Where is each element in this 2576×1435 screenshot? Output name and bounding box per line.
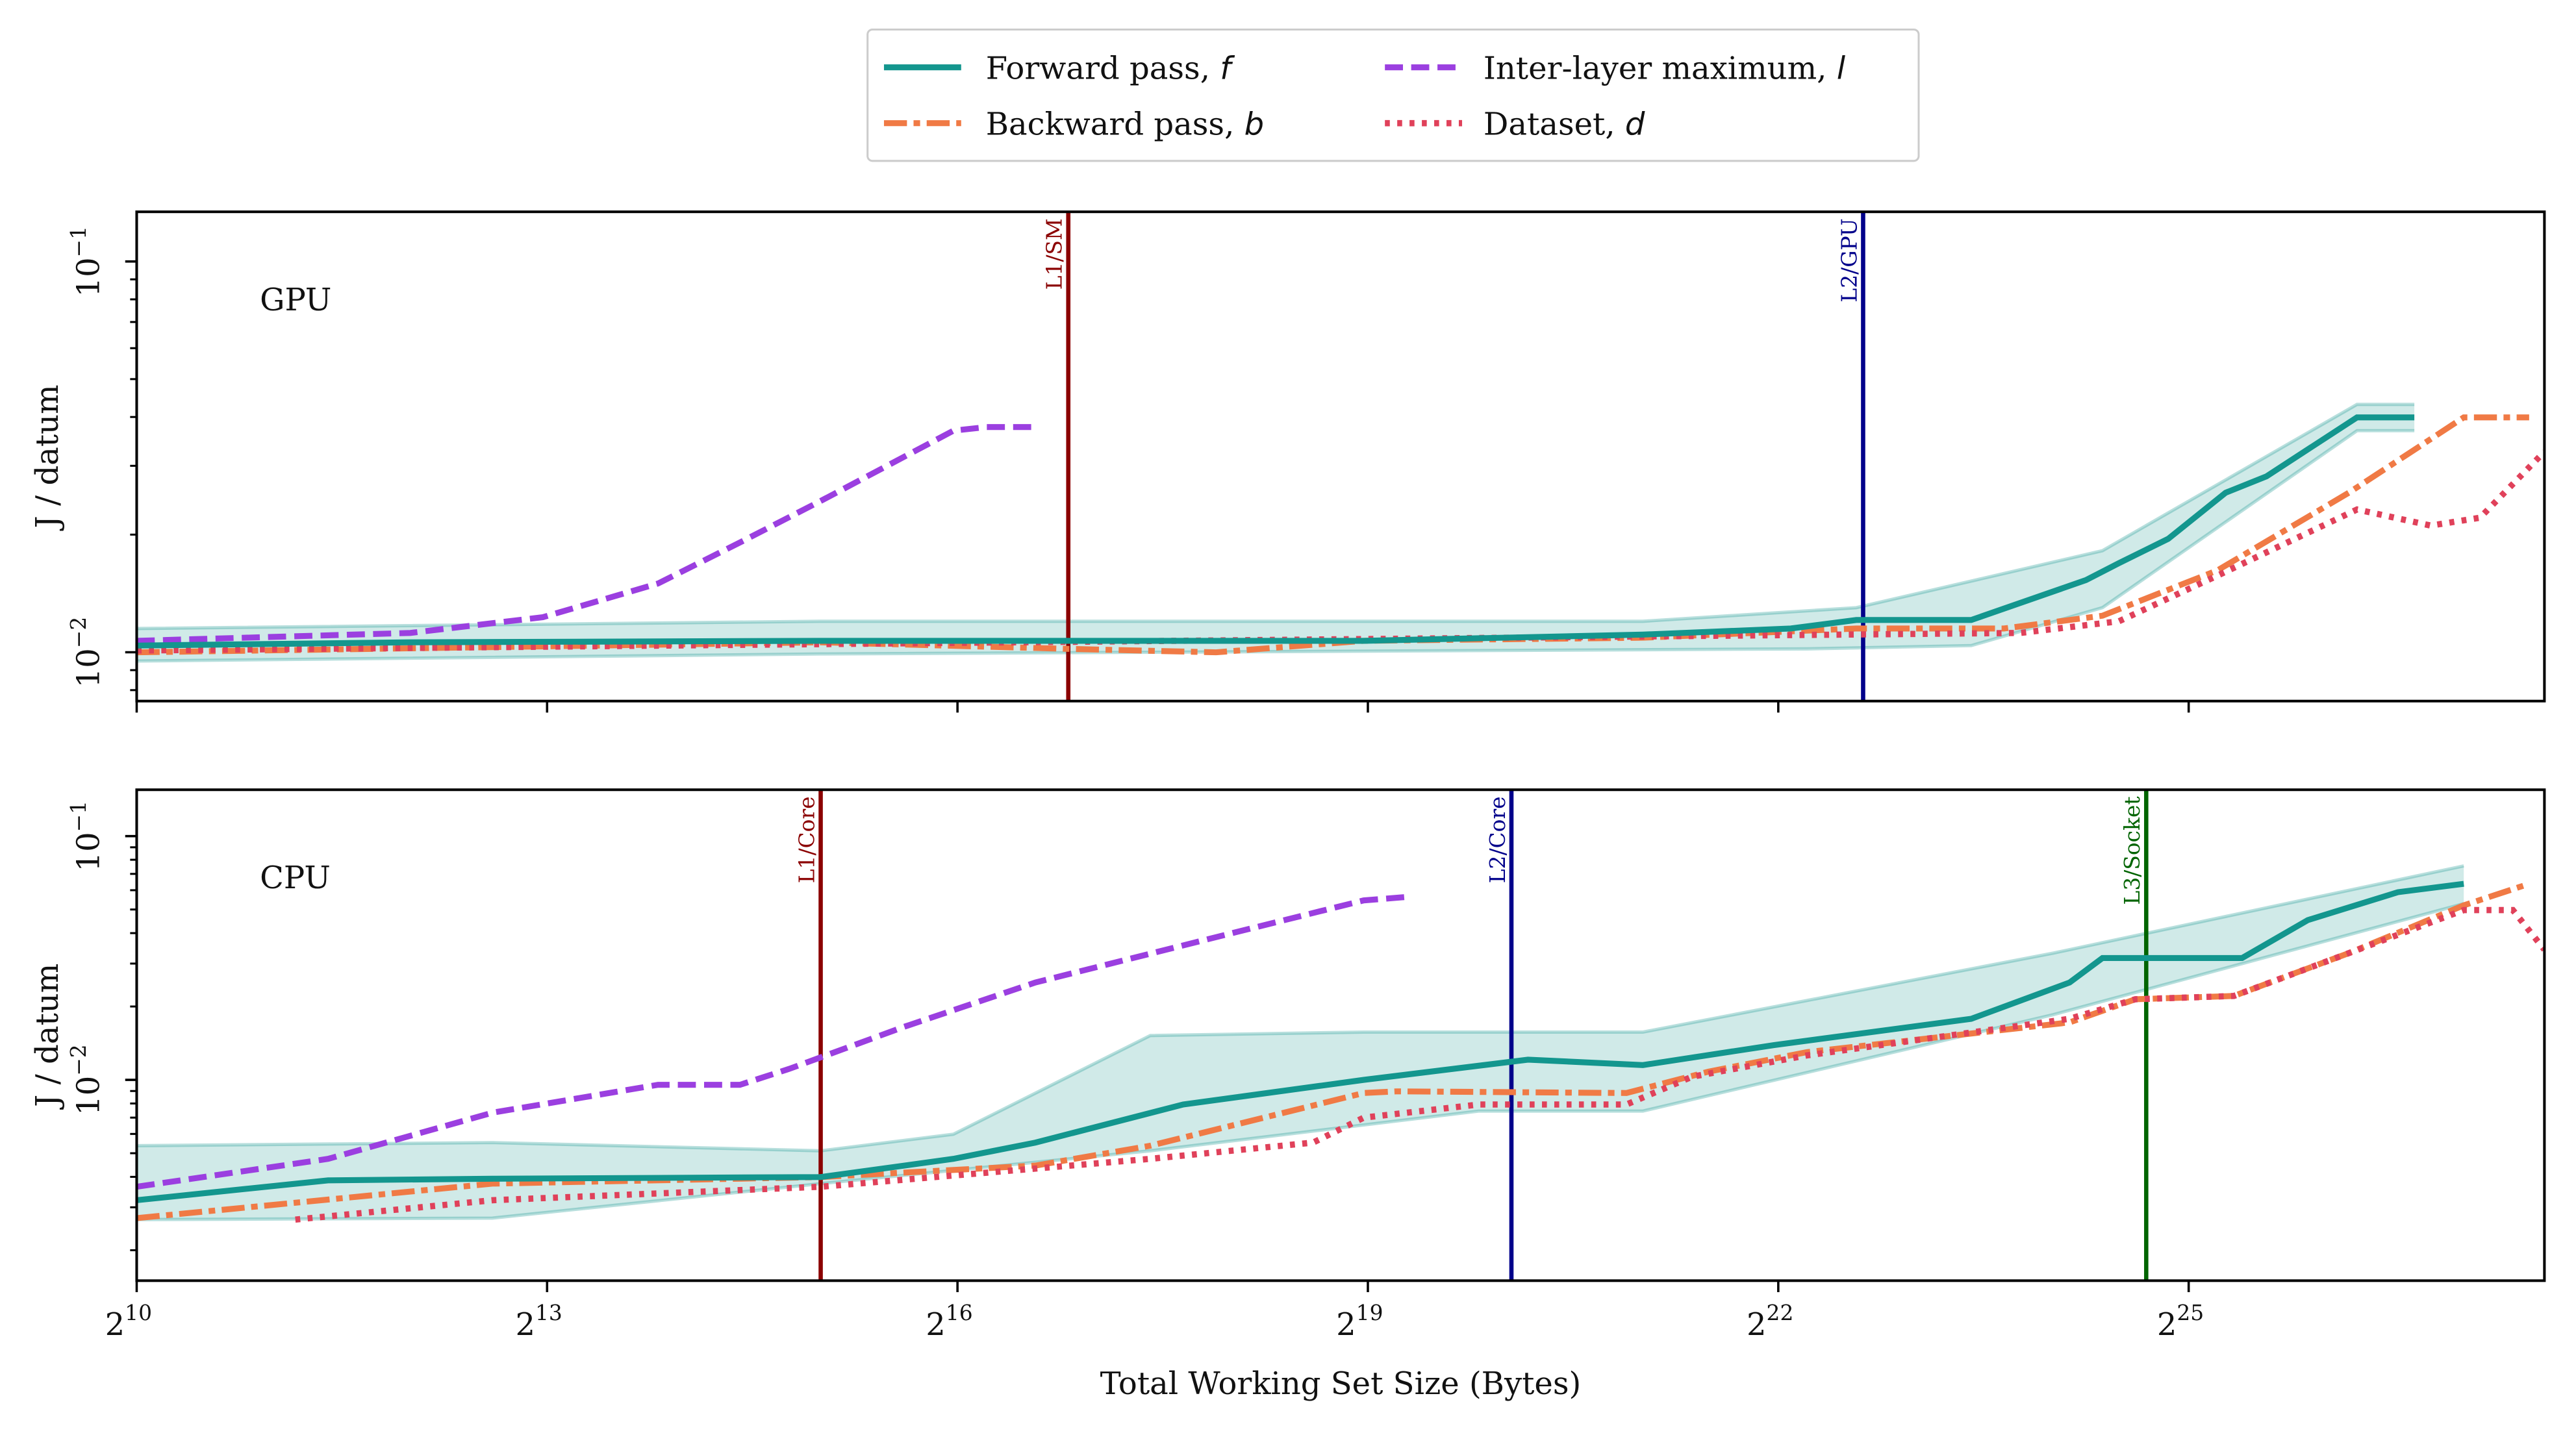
y-tick-base: 10 (70, 1076, 107, 1116)
y-tick-exponent: −1 (66, 801, 91, 832)
y-tick-label: 10−1 (66, 801, 107, 872)
y-axis-label: J / datum (29, 384, 66, 531)
series-line-inter (136, 424, 1036, 644)
x-tick-label: 222 (1747, 1300, 1793, 1343)
y-tick-exponent: −1 (66, 226, 91, 257)
y-tick-exponent: −2 (66, 1044, 91, 1075)
x-tick-label: 219 (1336, 1300, 1383, 1343)
x-tick-base: 2 (1747, 1306, 1767, 1343)
x-tick-base: 2 (515, 1306, 535, 1343)
cache-boundary-label: L3/Socket (2119, 796, 2145, 905)
plot-area (136, 212, 2545, 701)
series-line-forward (136, 880, 2464, 1203)
forward-spread-band (136, 866, 2464, 1220)
series-line-forward (136, 414, 2415, 649)
cache-boundary-label: L2/GPU (1836, 218, 1862, 302)
x-tick-exponent: 13 (535, 1300, 562, 1325)
series-line-backward (136, 414, 2529, 656)
y-tick-base: 10 (70, 832, 107, 871)
y-tick-label: 10−2 (66, 617, 107, 688)
x-tick-exponent: 19 (1356, 1300, 1383, 1325)
x-tick-base: 2 (105, 1306, 125, 1343)
x-tick-base: 2 (926, 1306, 946, 1343)
y-axis-label: J / datum (29, 964, 66, 1110)
band-lower-edge (136, 902, 2464, 1221)
band-upper-edge (136, 864, 2464, 1153)
x-tick-exponent: 22 (1767, 1300, 1794, 1325)
y-tick-label: 10−2 (66, 1044, 107, 1116)
x-axis-label: Total Working Set Size (Bytes) (1100, 1366, 1582, 1402)
legend-frame (866, 28, 1920, 162)
x-tick-base: 2 (1336, 1306, 1356, 1343)
cache-boundary-label: L1/SM (1042, 218, 1067, 290)
x-tick-exponent: 16 (946, 1300, 973, 1325)
legend-label-inter: Inter-layer maximum, l (1484, 50, 1846, 86)
plot-area (136, 790, 2545, 1281)
legend: Forward pass, f Backward pass, b Inter-l… (866, 28, 1920, 162)
y-tick-label: 10−1 (66, 226, 107, 297)
axes-frame (135, 788, 2546, 1282)
x-tick-exponent: 10 (125, 1300, 152, 1325)
x-tick-label: 225 (2157, 1300, 2204, 1343)
series-line-inter (136, 894, 1406, 1190)
band-lower-edge (136, 429, 2415, 663)
x-tick-base: 2 (2157, 1306, 2177, 1343)
legend-label-forward: Forward pass, f (986, 50, 1235, 86)
x-tick-label: 213 (515, 1300, 562, 1343)
band-upper-edge (136, 403, 2415, 630)
y-tick-exponent: −2 (66, 617, 91, 648)
cache-boundary-label: L1/Core (794, 796, 819, 883)
x-tick-exponent: 25 (2177, 1300, 2204, 1325)
y-tick-base: 10 (70, 648, 107, 688)
x-tick-label: 210 (105, 1300, 152, 1343)
panel-label: GPU (260, 282, 331, 318)
cache-boundary-label: L2/Core (1485, 796, 1510, 883)
series-line-dataset (136, 449, 2545, 654)
legend-label-dataset: Dataset, d (1484, 106, 1645, 142)
panel-label: CPU (260, 860, 331, 896)
x-tick-label: 216 (926, 1300, 972, 1343)
legend-label-backward: Backward pass, b (986, 106, 1264, 142)
y-tick-base: 10 (70, 257, 107, 297)
axes-frame (135, 210, 2546, 703)
